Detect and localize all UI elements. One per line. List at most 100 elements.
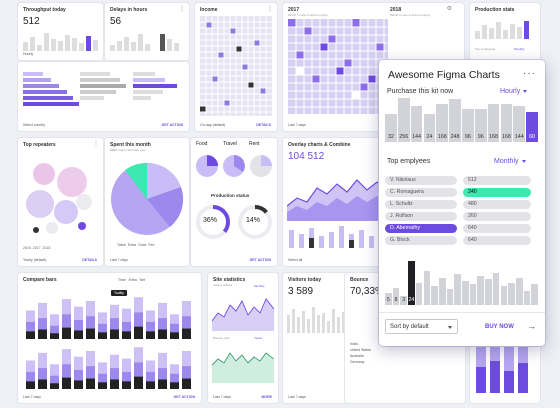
heatmap-filter[interactable]: Last 7 days [288,123,306,127]
figma-charts-panel: Awesome Figma Charts ··· Purchase this k… [379,60,545,346]
products-bars-mid [80,72,130,112]
compare-bar-segment [50,375,59,389]
kit-label: Purchase this kit now [387,88,454,95]
bottom-bar [408,261,415,305]
visitors-footer[interactable]: Last 7 days [288,395,306,399]
products-card: Select country GET ACTION [18,62,189,131]
bottom-bar-chart: 5 8 3 24 [385,255,539,305]
employee-name[interactable]: J. Rolfson [385,212,457,221]
overlay-filter[interactable]: Select all [288,258,303,262]
compare-get-action[interactable]: GET ACTION [173,395,195,399]
kit-bar: 168 [436,104,449,142]
sort-select[interactable]: Sort by default [385,319,458,334]
menu-icon[interactable]: ⋮ [93,141,99,147]
site-filter2[interactable]: Yearly [254,336,263,340]
bottom-bar [454,274,461,305]
kit-filter-label: Hourly [500,88,521,95]
compare-filter[interactable]: Last 7 days [23,395,41,399]
throughput-card: Throughput today 512 Hourly [18,3,103,60]
income-card: Income ⋮ On-day (default) DETAILS [195,3,277,131]
employee-name[interactable]: C. Romaguera [385,188,457,197]
employees-filter-label: Monthly [494,158,519,165]
status-value-2: 14% [246,217,261,224]
panel-title: Awesome Figma Charts [388,69,500,81]
bottom-bar [515,277,523,305]
compare-bar-segment [158,379,167,389]
compare-bar-segment [158,368,167,389]
site-footer[interactable]: Last 7 days [213,395,231,399]
bottom-bar [385,292,392,305]
bubble-chart [26,163,92,234]
compare-bar-segment [26,381,35,389]
compare-bar-segment [50,333,59,339]
kit-bar-value: 144 [412,134,422,140]
compare-bar-segment [134,312,143,339]
bottom-bar [469,284,477,305]
kit-bar: 24 [423,114,436,142]
employee-name[interactable]: D. Abernathy [385,224,457,233]
income-details-link[interactable]: DETAILS [256,123,271,127]
sort-label: Sort by default [390,324,429,330]
kit-bar-value: 144 [514,134,524,140]
compare-bar-segment [134,362,143,389]
compare-bar-segment [182,316,191,339]
employee-value: 480 [463,200,531,209]
employee-value: 240 [463,188,531,197]
card-title: Bounce [350,277,369,283]
employee-name[interactable]: V. Nikolaus [385,176,457,185]
more-icon[interactable]: ··· [523,68,536,79]
bottom-bar-label: 5 [386,297,390,303]
employee-name[interactable]: L. Schultz [385,200,457,209]
status-get-action[interactable]: GET ACTION [249,258,271,262]
compare-bars-card: Compare bars Time Extra Net Tooltip Last… [18,273,201,403]
bottom-bar [477,276,485,305]
kit-bar-value: 60 [529,134,536,140]
bottom-bar [400,296,408,305]
prod-stats-bars [475,19,535,39]
repeaters-filter[interactable]: Yearly (default) [23,258,47,262]
bottom-bar [423,271,431,305]
heatmap-grid [288,19,388,114]
site-more[interactable]: MORE [261,395,273,399]
employees-filter[interactable]: Monthly [514,47,525,51]
throughput-filter[interactable]: Hourly [23,52,34,56]
compare-bar-segment [26,321,35,339]
bottom-bar [415,282,423,305]
repeaters-details-link[interactable]: DETAILS [82,258,97,262]
kit-filter-dropdown[interactable]: Hourly [500,88,528,95]
employees-filter-dropdown[interactable]: Monthly [494,158,526,165]
income-filter[interactable]: On-day (default) [200,123,226,127]
menu-icon[interactable]: ⋮ [179,6,185,12]
card-subtitle: unique visitors [213,283,233,287]
get-action-link[interactable]: GET ACTION [161,123,183,127]
kit-bar: 256 [397,98,410,142]
site-stats-card: Site statistics unique visitors Monthly … [208,273,278,403]
compare-bar-segment [146,381,155,389]
arrow-right-icon[interactable]: → [527,321,536,331]
top-repeaters-card: Top repeaters ⋮ 2016 2017 2018 Yearly (d… [18,138,103,266]
compare-bar-segment [98,382,107,389]
bottom-bar [446,289,454,305]
compare-bar-segment [122,381,131,389]
site-sub2: Bounce ratio [213,336,230,340]
card-subtitle: $$$% higher than last year [110,148,146,152]
menu-icon[interactable]: ⋮ [267,6,273,12]
compare-bar-segment [50,383,59,389]
card-title: Production stats [475,7,515,13]
buy-now-button[interactable]: BUY NOW [485,324,514,330]
settings-icon[interactable]: ⚙ [446,6,452,12]
compare-bar-segment [38,368,47,389]
spent-pie [111,162,184,235]
employee-name[interactable]: G. Block [385,236,457,245]
throughput-value: 512 [23,16,40,27]
country-select[interactable]: Select country [23,123,46,127]
compare-bar-segment [170,382,179,389]
compare-bar-segment [26,331,35,339]
site-filter[interactable]: Monthly [254,284,265,288]
bottom-bar [492,272,500,305]
spent-filter[interactable]: Last 7 days [110,258,128,262]
chevron-down-icon [448,326,452,329]
bottom-bar [531,284,538,305]
card-title: Top repeaters [23,142,56,148]
production-status-title: Production status [211,193,250,198]
